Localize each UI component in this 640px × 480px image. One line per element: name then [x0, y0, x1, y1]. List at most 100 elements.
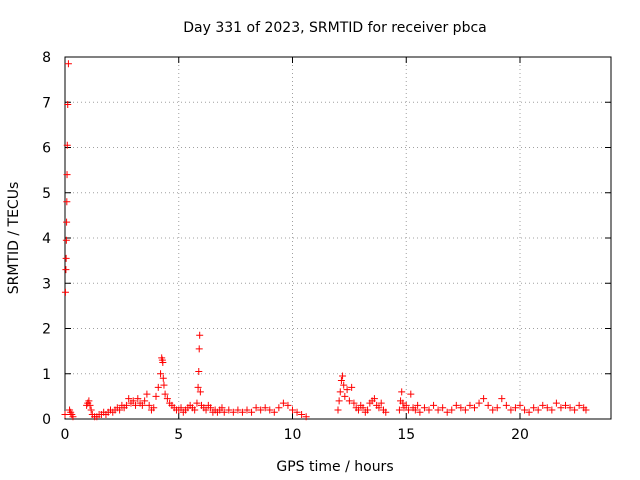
data-point	[395, 406, 403, 414]
x-tick-label: 0	[61, 427, 70, 443]
data-point	[498, 395, 506, 403]
data-point	[62, 266, 70, 274]
data-point	[414, 401, 422, 409]
data-point	[177, 404, 185, 412]
data-point	[398, 388, 406, 396]
data-point	[152, 392, 160, 400]
data-point	[525, 408, 533, 416]
data-point	[116, 406, 124, 414]
data-point	[143, 390, 151, 398]
data-point	[493, 404, 501, 412]
data-point	[85, 397, 93, 405]
data-points	[61, 60, 590, 421]
data-point	[382, 408, 390, 416]
data-point	[252, 404, 260, 412]
y-tick-label: 5	[42, 186, 51, 202]
data-point	[575, 401, 583, 409]
data-point	[402, 401, 410, 409]
data-point	[425, 406, 433, 414]
data-point	[202, 406, 210, 414]
data-point	[420, 404, 428, 412]
x-tick-label: 15	[397, 427, 415, 443]
data-point	[163, 395, 171, 403]
data-point	[270, 408, 278, 416]
data-point	[448, 406, 456, 414]
data-point	[195, 345, 203, 353]
data-point	[61, 410, 69, 418]
data-point	[64, 60, 72, 68]
data-point	[63, 198, 71, 206]
data-point	[377, 399, 385, 407]
data-point	[516, 401, 524, 409]
data-point	[343, 386, 351, 394]
data-point	[207, 404, 215, 412]
data-point	[63, 141, 71, 149]
data-point	[62, 254, 70, 262]
x-tick-labels: 0 5 10 15 20	[61, 427, 529, 443]
data-point	[466, 401, 474, 409]
data-point	[430, 401, 438, 409]
data-point	[86, 401, 94, 409]
data-point	[457, 404, 465, 412]
x-tick-label: 20	[511, 427, 529, 443]
data-point	[220, 408, 228, 416]
data-point	[284, 401, 292, 409]
data-point	[511, 404, 519, 412]
data-point	[193, 399, 201, 407]
data-point	[62, 236, 70, 244]
data-point	[439, 404, 447, 412]
data-point	[364, 406, 372, 414]
data-point	[243, 406, 251, 414]
data-point	[530, 404, 538, 412]
data-point	[266, 406, 274, 414]
data-point	[566, 404, 574, 412]
data-point	[302, 413, 310, 421]
data-point	[125, 395, 133, 403]
data-point	[238, 408, 246, 416]
data-point	[407, 390, 415, 398]
x-tick-label: 5	[174, 427, 183, 443]
data-point	[145, 401, 153, 409]
data-point	[134, 395, 142, 403]
data-point	[557, 404, 565, 412]
data-point	[562, 401, 569, 409]
y-tick-label: 6	[42, 141, 51, 157]
data-point	[279, 399, 287, 407]
y-tick-label: 4	[42, 231, 51, 247]
data-point	[196, 388, 204, 396]
data-point	[229, 408, 237, 416]
y-tick-label: 0	[42, 412, 51, 428]
data-point	[289, 406, 296, 414]
grid-lines	[65, 57, 611, 419]
data-point	[248, 408, 256, 416]
data-point	[257, 406, 265, 414]
data-point	[405, 406, 413, 414]
data-point	[129, 397, 137, 405]
data-point	[348, 383, 356, 391]
data-point	[434, 406, 442, 414]
data-point	[461, 406, 469, 414]
data-point	[87, 406, 95, 414]
data-point	[261, 404, 269, 412]
chart-title: Day 331 of 2023, SRMTID for receiver pbc…	[183, 20, 486, 36]
data-point	[191, 406, 199, 414]
data-point	[275, 404, 283, 412]
data-point	[341, 392, 349, 400]
data-point	[337, 377, 345, 385]
data-point	[350, 399, 358, 407]
data-point	[157, 370, 165, 378]
data-point	[63, 218, 71, 226]
data-point	[411, 406, 419, 414]
data-point	[534, 406, 542, 414]
data-point	[194, 383, 202, 391]
data-point	[132, 401, 140, 409]
y-tick-label: 2	[42, 322, 51, 338]
data-point	[484, 401, 492, 409]
y-tick-label: 8	[42, 50, 51, 66]
data-point	[375, 404, 383, 412]
data-point	[63, 171, 71, 179]
data-point	[548, 406, 556, 414]
data-point	[69, 413, 77, 421]
data-point	[161, 390, 169, 398]
data-point	[443, 408, 451, 416]
